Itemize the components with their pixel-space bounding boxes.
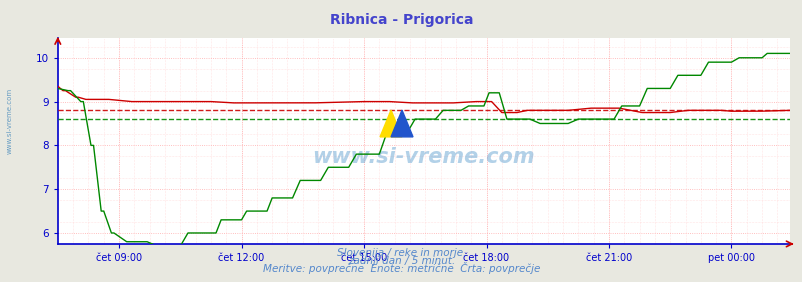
Polygon shape: [379, 110, 402, 137]
Polygon shape: [391, 110, 412, 137]
Text: Slovenija / reke in morje.: Slovenija / reke in morje.: [336, 248, 466, 258]
Text: www.si-vreme.com: www.si-vreme.com: [6, 88, 12, 154]
Text: www.si-vreme.com: www.si-vreme.com: [312, 147, 535, 168]
Text: zadnji dan / 5 minut.: zadnji dan / 5 minut.: [347, 256, 455, 266]
Text: Meritve: povprečne  Enote: metrične  Črta: povprečje: Meritve: povprečne Enote: metrične Črta:…: [262, 263, 540, 274]
Text: Ribnica - Prigorica: Ribnica - Prigorica: [330, 13, 472, 27]
